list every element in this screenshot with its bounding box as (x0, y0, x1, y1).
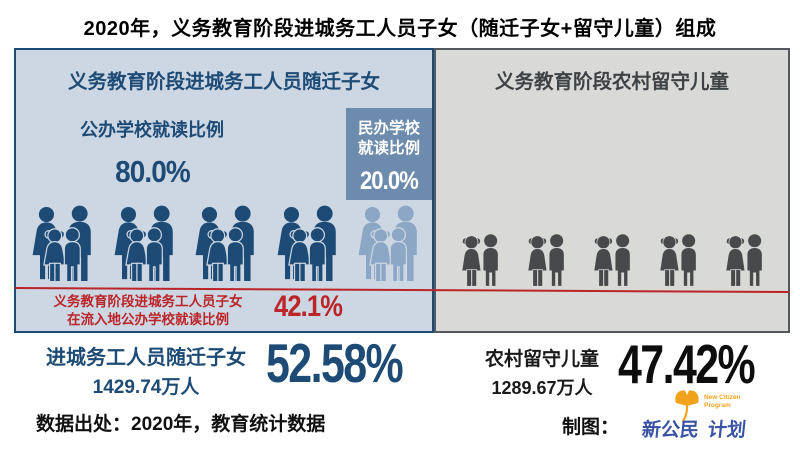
public-enrollment-annotation: 义务教育阶段进城务工人员子女 在流入地公办学校就读比例 (32, 293, 264, 328)
boy-child-silhouette (389, 227, 407, 283)
right-panel-title: 义务教育阶段农村留守儿童 (494, 71, 729, 93)
logo-chinese-text: 新公民 计划 (640, 420, 747, 441)
girl-child-silhouette (659, 235, 680, 287)
ginkgo-leaf-icon (675, 390, 699, 423)
migrant-summary-labels: 进城务工人员随迁子女 1429.74万人 (26, 341, 266, 399)
girl-child-silhouette (527, 235, 548, 287)
left-behind-children-panel: 义务教育阶段农村留守儿童 (434, 48, 790, 333)
children-pair-icon (656, 230, 704, 290)
girl-child-silhouette (124, 228, 148, 283)
leftbehind-summary-label: 农村留守儿童 (484, 349, 599, 370)
migrant-summary-percent: 52.58% (266, 332, 404, 394)
public-school-value: 80.0% (114, 154, 191, 189)
annotation-line1: 义务教育阶段进城务工人员子女 (53, 294, 243, 309)
boy-child-silhouette (680, 233, 697, 287)
leftbehind-summary-labels: 农村留守儿童 1289.67万人 (462, 344, 622, 400)
logo-english-text: New Citizen Program (704, 394, 741, 409)
boy-child-silhouette (614, 233, 631, 287)
public-school-block: 公办学校就读比例 80.0% (42, 116, 262, 190)
data-source-note: 数据出处：2020年，教育统计数据 (36, 414, 326, 435)
boy-child-silhouette (548, 233, 565, 287)
leftbehind-summary-percent: 47.42% (618, 333, 756, 395)
boy-child-silhouette (746, 233, 763, 287)
family-icon (110, 202, 182, 288)
family-icon (191, 202, 263, 288)
private-school-label-line2: 就读比例 (357, 140, 420, 158)
family-icon (273, 202, 345, 288)
public-school-label: 公办学校就读比例 (80, 120, 224, 140)
private-school-value: 20.0% (360, 167, 419, 196)
children-pair-icon (722, 230, 770, 290)
girl-child-silhouette (593, 235, 614, 287)
boy-child-silhouette (308, 227, 326, 283)
family-icon-row (28, 202, 426, 288)
boy-child-silhouette (145, 227, 163, 283)
private-school-box: 民办学校 就读比例 20.0% (346, 108, 432, 200)
boy-child-silhouette (226, 227, 244, 283)
boy-child-silhouette (482, 233, 499, 287)
children-pair-icon (590, 230, 638, 290)
boy-child-silhouette (63, 227, 81, 283)
migrant-children-panel: 义务教育阶段进城务工人员随迁子女 公办学校就读比例 80.0% 民办学校 就读比… (14, 48, 434, 333)
girl-child-silhouette (461, 235, 482, 287)
girl-child-silhouette (206, 228, 230, 283)
children-pair-icon (524, 230, 572, 290)
children-pair-icon (458, 230, 506, 290)
children-icon-row (458, 230, 770, 290)
girl-child-silhouette (43, 228, 67, 283)
annotation-value: 42.1% (274, 290, 343, 323)
family-icon (28, 202, 100, 288)
private-school-label-line1: 民办学校 (357, 120, 420, 137)
composition-panels: 义务教育阶段进城务工人员随迁子女 公办学校就读比例 80.0% 民办学校 就读比… (14, 48, 790, 333)
new-citizen-program-logo: New Citizen Program 新公民 计划 (640, 388, 772, 444)
leftbehind-summary-population: 1289.67万人 (491, 378, 593, 398)
migrant-summary-label: 进城务工人员随迁子女 (46, 347, 246, 369)
girl-child-silhouette (369, 228, 393, 283)
girl-child-silhouette (725, 235, 746, 287)
migrant-summary-population: 1429.74万人 (92, 377, 200, 398)
credit-label: 制图： (562, 417, 620, 438)
chart-title: 2020年，义务教育阶段进城务工人员子女（随迁子女+留守儿童）组成 (83, 18, 717, 40)
girl-child-silhouette (287, 228, 311, 283)
family-icon (354, 202, 426, 288)
annotation-line2: 在流入地公办学校就读比例 (67, 311, 229, 327)
left-panel-title: 义务教育阶段进城务工人员随迁子女 (67, 71, 380, 93)
